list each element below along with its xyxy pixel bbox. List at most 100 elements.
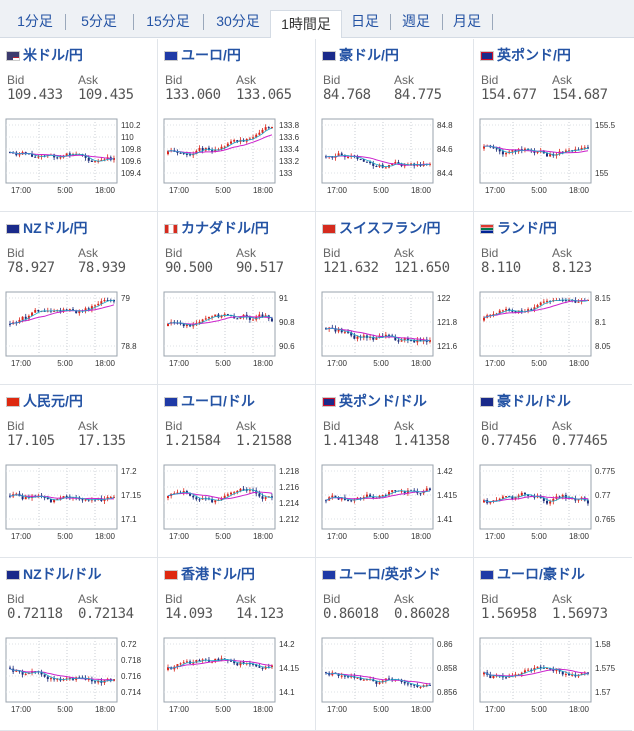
hk-flag-icon — [164, 570, 178, 580]
candle-body — [46, 498, 49, 500]
mini-chart[interactable]: 1.218 1.216 1.214 1.212 17:00 5:00 18:00 — [163, 463, 313, 541]
pair-title[interactable]: 人民元/円 — [6, 391, 83, 411]
candle-body — [527, 309, 530, 312]
pair-title[interactable]: 英ポンド/ドル — [322, 391, 427, 411]
pair-title[interactable]: NZドル/ドル — [6, 564, 102, 584]
eu-flag-icon — [164, 51, 178, 61]
rate-card[interactable]: 豪ドル/円 Bid Ask 84.768 84.775 84.8 84.6 84.4 17:00… — [316, 39, 474, 212]
pair-title[interactable]: 香港ドル/円 — [164, 564, 255, 584]
rate-card[interactable]: 英ポンド/ドル Bid Ask 1.41348 1.41358 1.42 1.415 1.41… — [316, 385, 474, 558]
mini-chart[interactable]: 122 121.8 121.6 17:00 5:00 18:00 — [321, 290, 471, 368]
pair-name[interactable]: ユーロ/ドル — [181, 393, 255, 409]
pair-title[interactable]: ユーロ/豪ドル — [480, 564, 585, 584]
candle-body — [236, 318, 239, 320]
candle-body — [261, 496, 264, 499]
tab-1min[interactable]: 1分足 — [17, 13, 53, 29]
rate-card[interactable]: NZドル/ドル Bid Ask 0.72118 0.72134 0.72 0.718 0.71… — [0, 558, 158, 731]
pair-name[interactable]: 英ポンド/ドル — [339, 393, 427, 409]
pair-name[interactable]: ユーロ/円 — [181, 47, 241, 63]
mini-chart[interactable]: 17.2 17.15 17.1 17:00 5:00 18:00 — [5, 463, 155, 541]
pair-name[interactable]: ユーロ/豪ドル — [497, 566, 585, 582]
candle-body — [580, 147, 583, 150]
mini-chart[interactable]: 0.86 0.858 0.856 17:00 5:00 18:00 — [321, 636, 471, 714]
candle-body — [325, 672, 327, 674]
candle-body — [65, 153, 68, 156]
ask-value: 154.687 — [552, 87, 608, 103]
mini-chart[interactable]: 110.2 110 109.8 109.6 109.4 17:00 5:00 18:00 — [5, 117, 155, 195]
pair-name[interactable]: NZドル/円 — [23, 220, 88, 236]
pair-title[interactable]: ユーロ/英ポンド — [322, 564, 441, 584]
rate-card[interactable]: 人民元/円 Bid Ask 17.105 17.135 17.2 17.15 17.1 17:0… — [0, 385, 158, 558]
pair-name[interactable]: 香港ドル/円 — [181, 566, 255, 582]
pair-name[interactable]: 英ポンド/円 — [497, 47, 571, 63]
pair-title[interactable]: カナダドル/円 — [164, 218, 269, 238]
mini-chart[interactable]: 8.15 8.1 8.05 17:00 5:00 18:00 — [479, 290, 629, 368]
rate-card[interactable]: ランド/円 Bid Ask 8.110 8.123 8.15 8.1 8.05 17:00 5:0… — [474, 212, 632, 385]
pair-name[interactable]: NZドル/ドル — [23, 566, 102, 582]
pair-title[interactable]: ユーロ/ドル — [164, 391, 255, 411]
candle-body — [561, 300, 564, 301]
pair-name[interactable]: 豪ドル/円 — [339, 47, 399, 63]
pair-name[interactable]: ユーロ/英ポンド — [339, 566, 441, 582]
rate-card[interactable]: ユーロ/円 Bid Ask 133.060 133.065 133.8 133.6 133.4… — [158, 39, 316, 212]
candle-body — [264, 497, 267, 499]
candle-body — [505, 677, 508, 679]
y-tick-label: 133.4 — [279, 145, 300, 154]
mini-chart[interactable]: 79 78.8 17:00 5:00 18:00 — [5, 290, 155, 368]
tab-monthly[interactable]: 月足 — [453, 13, 481, 29]
pair-name[interactable]: 人民元/円 — [23, 393, 83, 409]
moving-average-line — [167, 489, 273, 501]
rate-card[interactable]: 米ドル/円 Bid Ask 109.433 109.435 110.2 110 109.8 10… — [0, 39, 158, 212]
tab-15min[interactable]: 15分足 — [146, 13, 190, 29]
rate-card[interactable]: 豪ドル/ドル Bid Ask 0.77456 0.77465 0.775 0.77 0.765… — [474, 385, 632, 558]
pair-title[interactable]: ユーロ/円 — [164, 45, 241, 65]
pair-title[interactable]: スイスフラン/円 — [322, 218, 440, 238]
candle-body — [53, 678, 56, 680]
pair-title[interactable]: 英ポンド/円 — [480, 45, 571, 65]
rate-card[interactable]: ユーロ/ドル Bid Ask 1.21584 1.21588 1.218 1.216 1.21… — [158, 385, 316, 558]
mini-chart[interactable]: 91 90.8 90.6 17:00 5:00 18:00 — [163, 290, 313, 368]
pair-title[interactable]: 米ドル/円 — [6, 45, 83, 65]
x-tick-label: 18:00 — [95, 359, 116, 368]
pair-name[interactable]: 米ドル/円 — [23, 47, 83, 63]
tab-1hour[interactable]: 1時間足 — [270, 10, 342, 38]
tab-5min[interactable]: 5分足 — [81, 13, 117, 29]
pair-title[interactable]: NZドル/円 — [6, 218, 88, 238]
candle-body — [350, 500, 353, 502]
tab-daily[interactable]: 日足 — [351, 13, 379, 29]
pair-title[interactable]: ランド/円 — [480, 218, 557, 238]
mini-chart[interactable]: 0.775 0.77 0.765 17:00 5:00 18:00 — [479, 463, 629, 541]
candle-body — [577, 301, 580, 303]
candle-body — [27, 315, 30, 319]
mini-chart[interactable]: 84.8 84.6 84.4 17:00 5:00 18:00 — [321, 117, 471, 195]
rate-card[interactable]: ユーロ/英ポンド Bid Ask 0.86018 0.86028 0.86 0.858 0.8… — [316, 558, 474, 731]
rate-card[interactable]: スイスフラン/円 Bid Ask 121.632 121.650 122 121.8 121.… — [316, 212, 474, 385]
mini-chart[interactable]: 1.58 1.575 1.57 17:00 5:00 18:00 — [479, 636, 629, 714]
candle-body — [94, 681, 97, 683]
tab-30min[interactable]: 30分足 — [216, 13, 260, 29]
rate-card[interactable]: カナダドル/円 Bid Ask 90.500 90.517 91 90.8 90.6 17:00… — [158, 212, 316, 385]
candle-body — [24, 152, 27, 154]
mini-chart[interactable]: 14.2 14.15 14.1 17:00 5:00 18:00 — [163, 636, 313, 714]
pair-title[interactable]: 豪ドル/円 — [322, 45, 399, 65]
candle-body — [533, 307, 536, 310]
tab-weekly[interactable]: 週足 — [402, 13, 430, 29]
mini-chart[interactable]: 0.72 0.718 0.716 0.714 17:00 5:00 18:00 — [5, 636, 155, 714]
bid-value: 1.56958 — [481, 606, 537, 622]
rate-card[interactable]: NZドル/円 Bid Ask 78.927 78.939 79 78.8 17:00 5:00 1… — [0, 212, 158, 385]
rate-card[interactable]: 香港ドル/円 Bid Ask 14.093 14.123 14.2 14.15 14.1 17:… — [158, 558, 316, 731]
rate-card[interactable]: ユーロ/豪ドル Bid Ask 1.56958 1.56973 1.58 1.575 1.57… — [474, 558, 632, 731]
pair-name[interactable]: スイスフラン/円 — [339, 220, 441, 236]
pair-name[interactable]: 豪ドル/ドル — [497, 393, 571, 409]
pair-name[interactable]: ランド/円 — [497, 220, 557, 236]
plot-frame — [479, 637, 592, 703]
y-tick-label: 1.218 — [279, 467, 300, 476]
mini-chart[interactable]: 155.5 155 17:00 5:00 18:00 — [479, 117, 629, 195]
mini-chart[interactable]: 1.42 1.415 1.41 17:00 5:00 18:00 — [321, 463, 471, 541]
pair-title[interactable]: 豪ドル/ドル — [480, 391, 571, 411]
rate-card[interactable]: 英ポンド/円 Bid Ask 154.677 154.687 155.5 155 17:00 5… — [474, 39, 632, 212]
candle-body — [198, 147, 201, 151]
pair-name[interactable]: カナダドル/円 — [181, 220, 269, 236]
candle-body — [356, 336, 359, 339]
mini-chart[interactable]: 133.8 133.6 133.4 133.2 133 17:00 5:00 18:00 — [163, 117, 313, 195]
